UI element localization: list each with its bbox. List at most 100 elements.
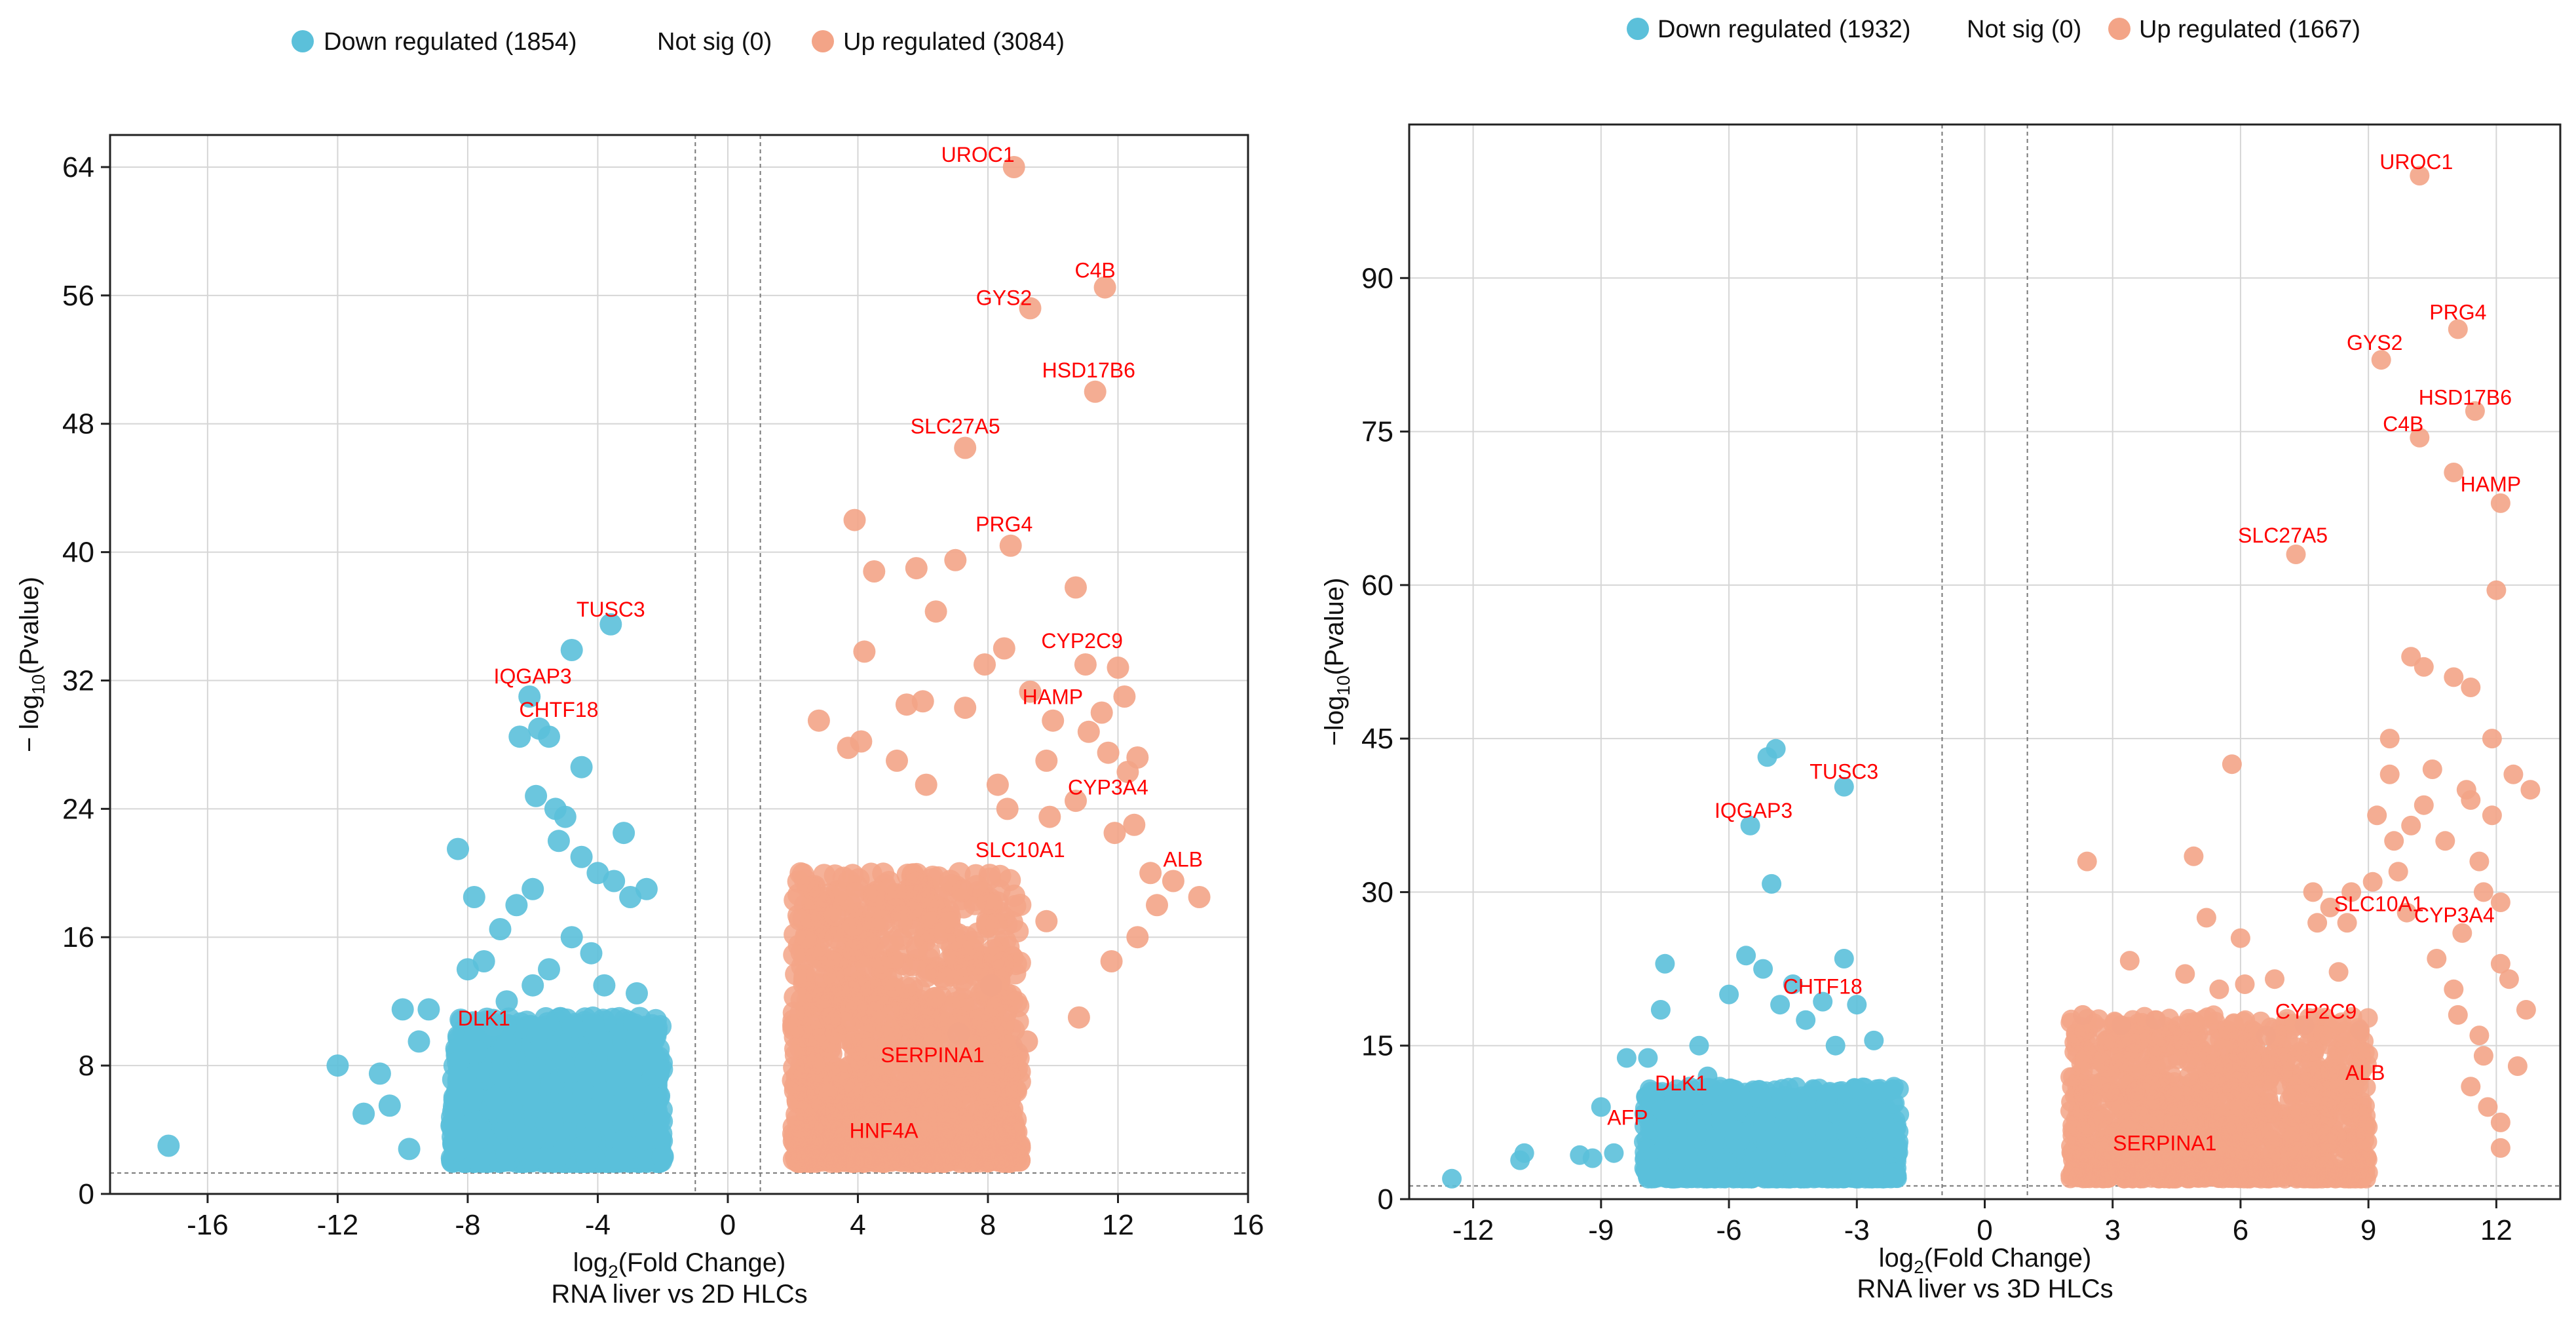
data-point (1766, 1145, 1786, 1165)
data-point (837, 737, 860, 759)
data-point (448, 1138, 470, 1160)
legend-up-label: Up regulated (1667) (2139, 16, 2360, 43)
data-point (605, 1147, 628, 1170)
data-point (1103, 822, 1126, 845)
left-legend: Down regulated (1854) Not sig (0) Up reg… (292, 28, 1065, 56)
x-axis-label: log2(Fold Change) (573, 1248, 786, 1282)
data-point (853, 640, 876, 663)
data-point (368, 1062, 391, 1085)
x-tick-label: 4 (850, 1209, 865, 1241)
data-point (579, 1127, 602, 1150)
data-point (603, 870, 626, 892)
data-point (862, 979, 885, 1002)
data-point (1872, 1103, 1891, 1123)
data-point (554, 805, 577, 828)
data-point (881, 930, 904, 953)
data-point (1695, 1160, 1715, 1181)
data-point (913, 1014, 936, 1037)
legend-down-label: Down regulated (1932) (1657, 16, 1911, 43)
data-point (1791, 1168, 1811, 1189)
data-point (822, 965, 845, 988)
data-point (985, 913, 1008, 936)
data-point (951, 879, 974, 902)
data-point (911, 690, 934, 713)
gene-label: HAMP (1023, 685, 1083, 709)
data-point (1818, 1085, 1838, 1105)
data-point (1126, 926, 1149, 949)
y-tick-label: 32 (62, 664, 94, 697)
data-point (1853, 1151, 1873, 1171)
data-point (1067, 1006, 1090, 1029)
right-volcano-plot: UROC1PRG4GYS2HSD17B6C4BHAMPSLC27A5SLC10A… (1320, 123, 2562, 1303)
data-point (1747, 1088, 1767, 1108)
data-point (642, 1022, 665, 1045)
data-point (518, 685, 541, 708)
data-point (860, 1037, 882, 1060)
legend-up-marker (812, 30, 834, 52)
data-point (1716, 1153, 1737, 1173)
data-point (807, 1050, 830, 1073)
data-point (954, 436, 977, 459)
data-point (891, 1149, 914, 1172)
data-point (871, 1151, 894, 1173)
data-point (1825, 1035, 1846, 1056)
data-point (793, 963, 816, 986)
data-point (1015, 1030, 1038, 1053)
data-point (916, 959, 939, 982)
data-point (489, 1064, 512, 1087)
data-point (954, 697, 977, 719)
data-point (1640, 1159, 1660, 1179)
data-point (574, 1051, 597, 1074)
data-point (641, 1084, 663, 1107)
gene-label: ALB (1164, 848, 1203, 872)
data-point (495, 990, 518, 1013)
data-point (570, 845, 593, 868)
data-point (560, 639, 583, 661)
data-point (1514, 1143, 1534, 1163)
data-point (782, 1115, 805, 1138)
data-point (472, 950, 495, 972)
data-point (863, 560, 886, 583)
data-point (924, 600, 947, 623)
y-tick-label: 24 (62, 793, 94, 825)
data-point (495, 1142, 518, 1165)
gene-label: CHTF18 (519, 698, 598, 721)
data-point (913, 881, 936, 904)
data-point (398, 1138, 421, 1160)
x-tick-label: -8 (455, 1209, 480, 1241)
data-point (974, 653, 996, 676)
data-point (1090, 701, 1113, 724)
data-point (783, 944, 806, 967)
data-point (865, 1000, 888, 1023)
y-tick-label: 40 (62, 537, 94, 569)
right-legend: Down regulated (1932) Not sig (0) Up reg… (1627, 16, 2360, 43)
data-point (863, 885, 886, 907)
data-point (844, 882, 867, 904)
data-point (622, 1048, 645, 1071)
data-point (826, 1146, 848, 1169)
data-point (843, 508, 866, 531)
data-point (626, 982, 648, 1005)
data-point (1604, 1143, 1624, 1163)
gene-label: HSD17B6 (1042, 358, 1135, 382)
data-point (1753, 1162, 1773, 1183)
data-point (489, 918, 512, 940)
data-point (1655, 953, 1675, 974)
data-points (157, 156, 1211, 1173)
data-point (1689, 1035, 1709, 1056)
data-point (885, 1080, 908, 1103)
data-point (909, 1071, 932, 1094)
data-point (1796, 1010, 1816, 1030)
data-point (944, 548, 967, 571)
data-point (809, 938, 832, 961)
data-point (447, 1064, 470, 1086)
data-point (417, 998, 440, 1021)
data-point (1753, 959, 1773, 979)
data-point (1711, 1101, 1731, 1121)
data-point (447, 837, 469, 860)
gene-label: CYP2C9 (1041, 629, 1123, 653)
data-point (1638, 1048, 1658, 1068)
data-point (1790, 1142, 1810, 1162)
legend-down-label: Down regulated (1854) (324, 28, 577, 56)
data-point (1074, 653, 1097, 676)
